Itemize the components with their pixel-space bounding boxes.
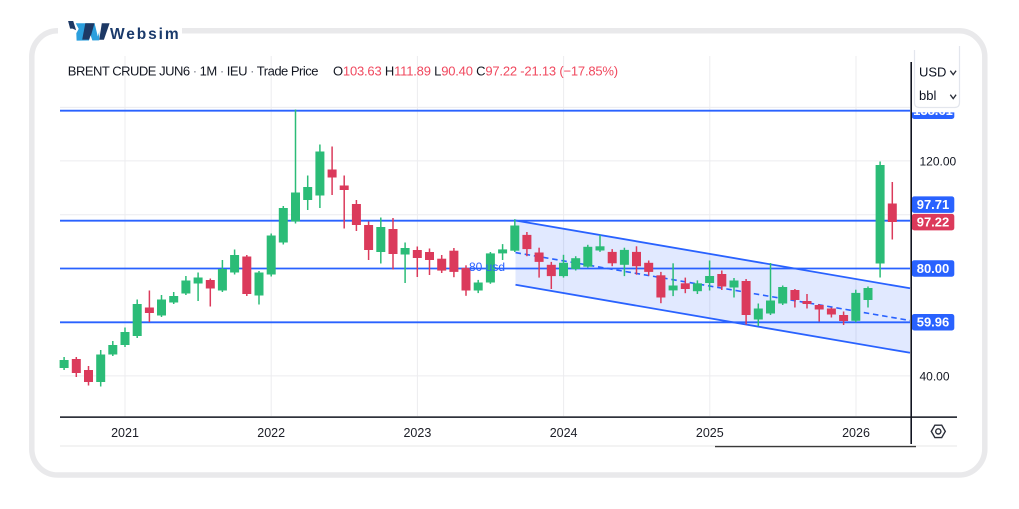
svg-text:80.00: 80.00: [917, 261, 950, 276]
svg-text:97.22: 97.22: [917, 215, 950, 230]
svg-text:97.71: 97.71: [917, 197, 950, 212]
svg-text:80 usd: 80 usd: [469, 260, 505, 274]
svg-text:bbl: bbl: [919, 88, 936, 103]
svg-text:2026: 2026: [842, 426, 870, 440]
svg-text:BRENT CRUDE JUN6 · 1M · IEU ·: BRENT CRUDE JUN6 · 1M · IEU · Trade Pric…: [68, 63, 318, 78]
svg-text:59.96: 59.96: [917, 315, 950, 330]
svg-text:Websim: Websim: [110, 26, 181, 43]
svg-text:120.00: 120.00: [920, 154, 957, 168]
svg-text:2025: 2025: [696, 426, 724, 440]
svg-text:O103.63 H111.89 L90.40 C97.: O103.63 H111.89 L90.40 C97.22 -21.13 (−1…: [333, 63, 618, 78]
svg-text:2024: 2024: [550, 426, 578, 440]
svg-text:2023: 2023: [403, 426, 431, 440]
svg-text:2021: 2021: [111, 426, 139, 440]
svg-text:2022: 2022: [257, 426, 285, 440]
svg-text:USD: USD: [919, 64, 946, 79]
svg-text:40.00: 40.00: [920, 369, 950, 383]
